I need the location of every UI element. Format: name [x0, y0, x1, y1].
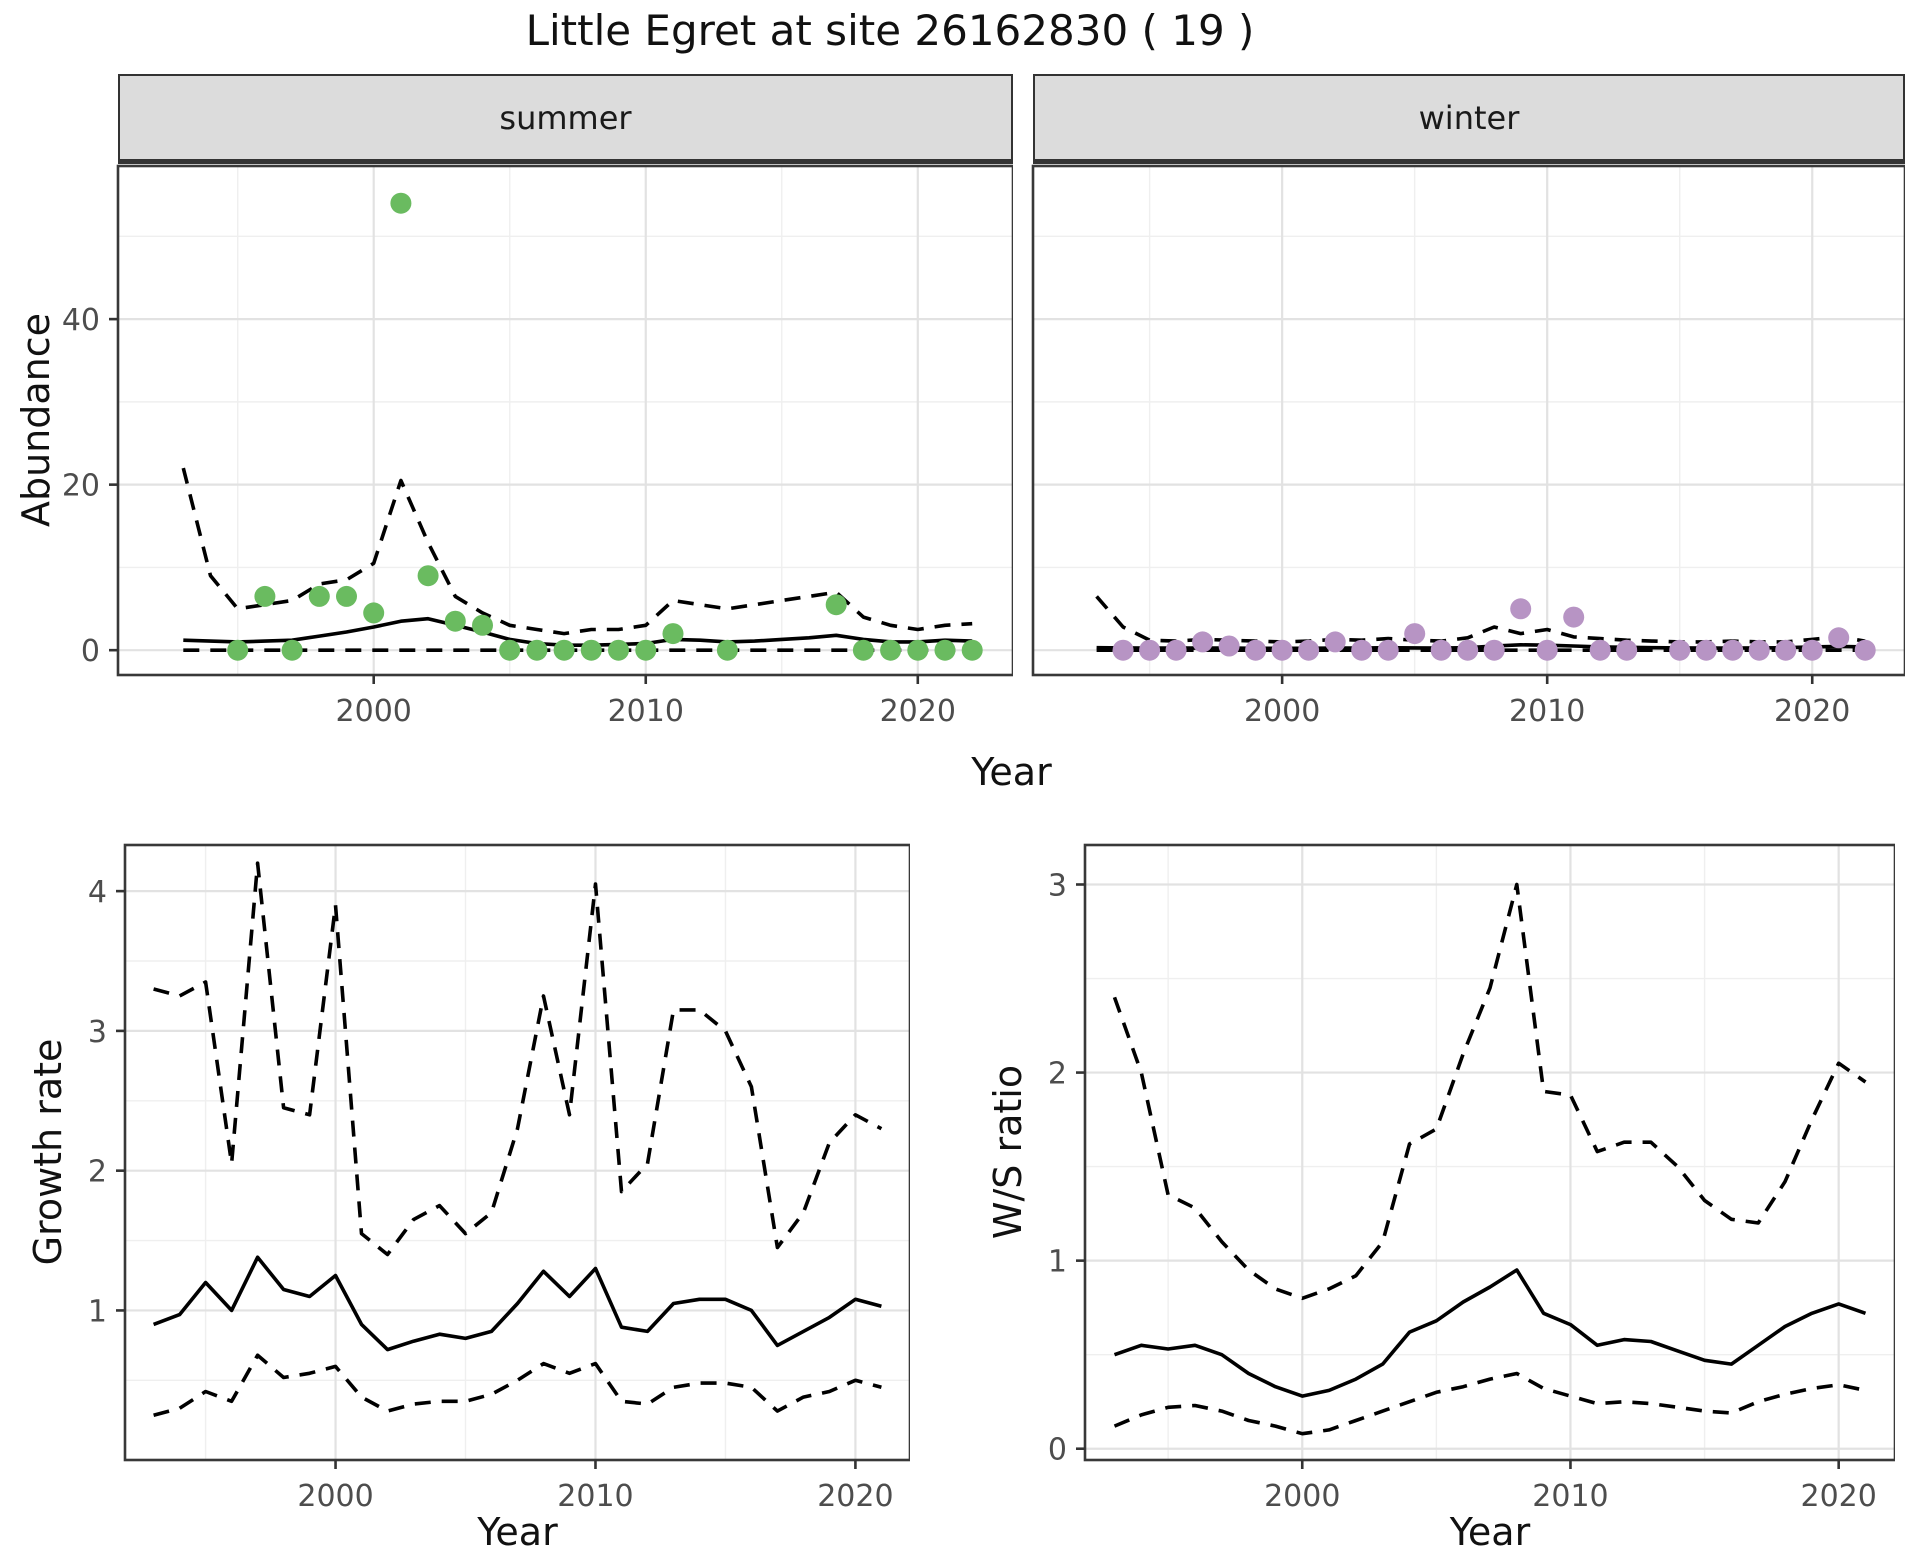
facet-strip-winter-label: winter [1418, 98, 1520, 137]
svg-text:40: 40 [62, 303, 100, 338]
svg-text:2: 2 [88, 1155, 107, 1190]
svg-text:4: 4 [88, 875, 107, 910]
svg-text:2000: 2000 [1244, 694, 1320, 729]
svg-text:2010: 2010 [557, 1479, 633, 1514]
growth-rate-plot: 2000 2010 2020 1 2 3 4 [88, 843, 910, 1514]
svg-text:2010: 2010 [608, 694, 684, 729]
svg-text:1: 1 [1048, 1245, 1067, 1280]
svg-text:3: 3 [1048, 868, 1067, 903]
svg-text:0: 0 [1048, 1433, 1067, 1468]
summer-abundance-plot: 2000 2010 2020 0 20 40 [62, 164, 1013, 729]
ws-ratio-plot: 2000 2010 2020 0 1 2 3 [1048, 843, 1895, 1514]
svg-text:2020: 2020 [817, 1479, 893, 1514]
svg-text:3: 3 [88, 1015, 107, 1050]
svg-text:2020: 2020 [880, 694, 956, 729]
facet-strip-summer: summer [118, 74, 1013, 164]
facet-strip-summer-label: summer [499, 98, 632, 137]
svg-text:2000: 2000 [1264, 1479, 1340, 1514]
svg-text:2000: 2000 [297, 1479, 373, 1514]
svg-text:2010: 2010 [1532, 1479, 1608, 1514]
svg-text:2010: 2010 [1509, 694, 1585, 729]
svg-text:2020: 2020 [1800, 1479, 1876, 1514]
svg-text:0: 0 [81, 634, 100, 669]
svg-text:2000: 2000 [336, 694, 412, 729]
x-axis-title-year-ws: Year [1449, 1510, 1531, 1554]
svg-text:20: 20 [62, 469, 100, 504]
x-axis-title-year-top: Year [971, 750, 1052, 794]
winter-abundance-plot: 2000 2010 2020 [1031, 164, 1905, 729]
svg-text:2: 2 [1048, 1057, 1067, 1092]
x-axis-title-year-growth: Year [477, 1510, 558, 1554]
facet-strip-winter: winter [1033, 74, 1905, 164]
page-title: Little Egret at site 26162830 ( 19 ) [525, 6, 1255, 55]
svg-text:2020: 2020 [1774, 694, 1850, 729]
svg-text:1: 1 [88, 1294, 107, 1329]
